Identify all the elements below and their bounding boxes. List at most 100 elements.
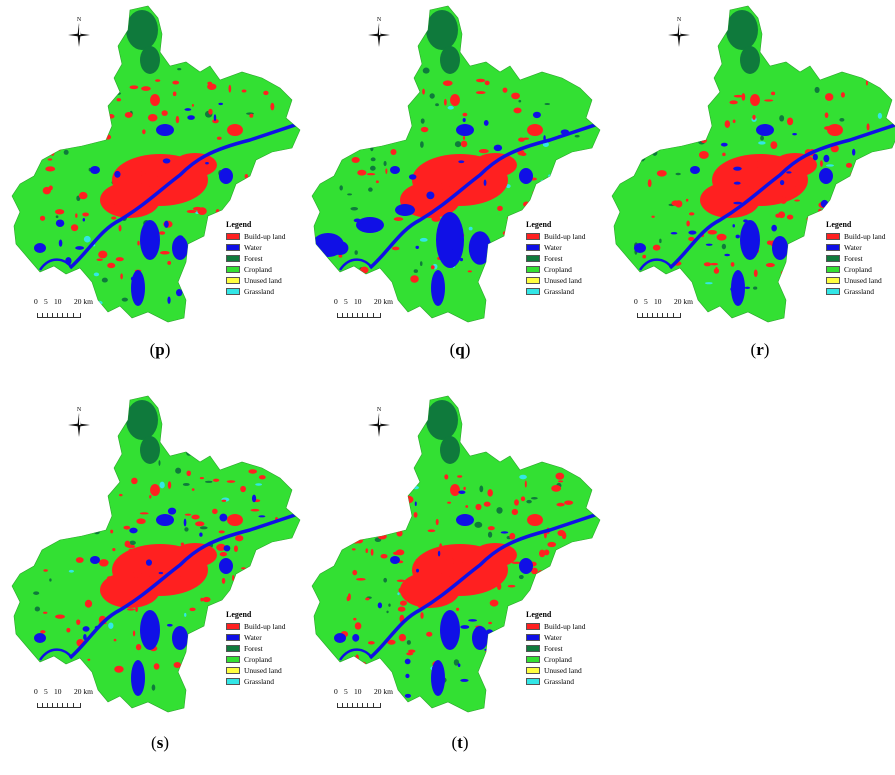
pond [114, 170, 121, 178]
legend-swatch [526, 277, 540, 284]
buildup-patch [406, 583, 416, 587]
buildup-patch [824, 112, 829, 118]
buildup-patch [113, 638, 117, 642]
buildup-patch [79, 103, 87, 107]
legend-label: Grassland [244, 287, 274, 296]
buildup-patch [549, 590, 558, 596]
buildup-patch [227, 124, 243, 136]
buildup-patch [45, 101, 52, 105]
buildup-patch [114, 665, 124, 673]
lake [334, 633, 346, 643]
lake [468, 231, 492, 265]
buildup-patch [264, 158, 272, 162]
buildup-patch [241, 206, 250, 211]
scale-label-5: 5 [44, 297, 48, 306]
pond [460, 625, 470, 629]
pond [82, 217, 86, 222]
buildup-patch [212, 508, 218, 515]
buildup-patch [393, 551, 401, 555]
buildup-patch [139, 556, 146, 562]
buildup-patch [121, 168, 129, 172]
vegetation-patch [519, 474, 527, 480]
buildup-patch [406, 652, 414, 656]
buildup-patch [562, 602, 569, 605]
vegetation-patch [93, 272, 100, 277]
map-panel-t: N Legend Build-up land Water Forest Croplan… [310, 390, 610, 775]
buildup-patch [677, 108, 684, 113]
buildup-patch [82, 212, 89, 217]
vegetation-patch [877, 112, 883, 119]
pond [733, 166, 742, 171]
buildup-patch [741, 93, 746, 101]
vegetation-patch [419, 237, 428, 242]
buildup-patch [677, 119, 681, 127]
pond [211, 246, 219, 253]
vegetation-patch [397, 592, 400, 596]
buildup-patch [849, 190, 857, 195]
legend-label: Forest [244, 644, 263, 653]
buildup-patch [845, 212, 853, 217]
caption-open: ( [451, 733, 458, 752]
buildup-patch [865, 80, 868, 86]
buildup-patch [155, 79, 161, 82]
buildup-patch [715, 266, 718, 270]
buildup-patch [338, 254, 343, 258]
buildup-patch [200, 597, 204, 602]
buildup-patch [360, 661, 367, 670]
scale-label-10: 10 [354, 297, 362, 306]
land-use-map [11, 395, 301, 713]
buildup-patch [87, 658, 91, 661]
buildup-patch [430, 265, 435, 270]
buildup-patch [460, 140, 468, 148]
pond [705, 243, 713, 246]
buildup-patch [775, 187, 783, 191]
pond [62, 125, 68, 129]
legend-label: Grassland [544, 287, 574, 296]
legend-title: Legend [226, 220, 252, 229]
buildup-patch [674, 125, 677, 130]
buildup-patch [276, 563, 282, 568]
buildup-patch [159, 231, 166, 235]
buildup-patch [397, 93, 401, 100]
buildup-patch [840, 92, 845, 98]
vegetation-patch [517, 456, 520, 463]
land-use-map [311, 5, 601, 323]
buildup-patch [221, 499, 227, 502]
buildup-patch [647, 179, 652, 188]
legend-label: Unused land [244, 276, 282, 285]
forest-patch [440, 436, 460, 464]
buildup-patch [355, 654, 359, 662]
legend-label: Build-up land [244, 232, 286, 241]
legend-label: Cropland [244, 655, 272, 664]
legend-item: Water [226, 632, 285, 643]
vegetation-patch [255, 483, 263, 486]
buildup-patch [241, 567, 246, 570]
buildup-patch [390, 148, 397, 155]
legend-swatch [526, 645, 540, 652]
buildup-patch [527, 124, 543, 136]
buildup-patch [372, 481, 382, 489]
buildup-patch [144, 546, 148, 550]
buildup-patch [793, 242, 801, 251]
buildup-patch [135, 606, 139, 612]
legend-item: Unused land [526, 275, 585, 286]
buildup-patch [86, 116, 89, 121]
buildup-patch [367, 641, 375, 645]
buildup-patch [235, 579, 242, 585]
buildup-patch [827, 124, 843, 136]
pond [559, 568, 565, 573]
lake [634, 243, 646, 253]
land-cover-patches [334, 400, 600, 699]
vegetation-patch [518, 574, 524, 580]
legend-swatch [826, 244, 840, 251]
buildup-patch [385, 523, 393, 527]
buildup-patch [497, 205, 503, 212]
buildup-patch [653, 269, 656, 278]
buildup-patch [50, 517, 60, 522]
legend-swatch [526, 634, 540, 641]
pond [532, 111, 541, 119]
buildup-patch [107, 114, 115, 119]
vegetation-patch [81, 447, 88, 455]
buildup-patch [396, 579, 405, 583]
legend-swatch [226, 623, 240, 630]
